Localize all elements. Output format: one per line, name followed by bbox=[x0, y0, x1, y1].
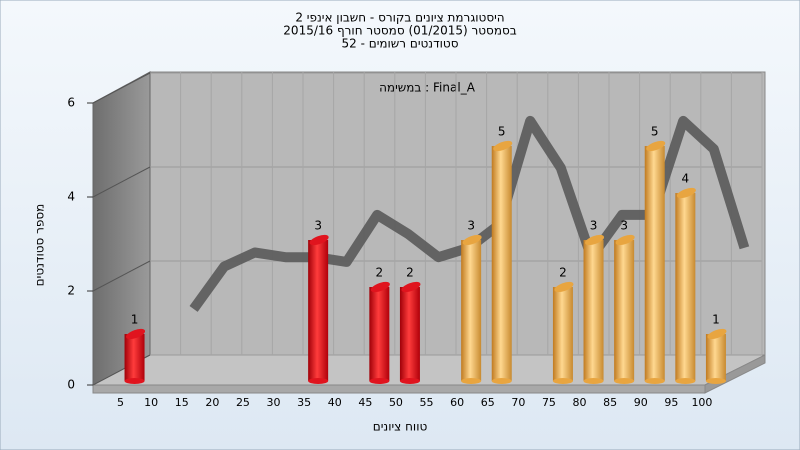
floor-edge bbox=[92, 384, 706, 394]
bar-base bbox=[461, 378, 482, 384]
data-label: 3 bbox=[314, 219, 322, 233]
bar bbox=[583, 240, 604, 381]
x-tick-label: 30 bbox=[267, 396, 281, 409]
x-tick-label: 35 bbox=[297, 396, 311, 409]
grid-line bbox=[92, 166, 151, 198]
bar bbox=[369, 287, 390, 381]
data-label: 2 bbox=[559, 266, 567, 280]
bar-cap bbox=[370, 281, 390, 293]
x-tick-label: 10 bbox=[144, 396, 158, 409]
bar-cap bbox=[707, 328, 727, 340]
x-tick-label: 55 bbox=[420, 396, 434, 409]
x-tick-label: 70 bbox=[511, 396, 525, 409]
bar-cap bbox=[309, 234, 329, 246]
x-tick-label: 95 bbox=[664, 396, 678, 409]
bar-base bbox=[614, 378, 635, 384]
bar-cap bbox=[493, 140, 513, 152]
bar-cap bbox=[401, 281, 421, 293]
bar-cap bbox=[585, 234, 605, 246]
data-label: 2 bbox=[376, 266, 384, 280]
x-tick-label: 50 bbox=[389, 396, 403, 409]
bar bbox=[614, 240, 635, 381]
bar-base bbox=[583, 378, 604, 384]
data-label: 2 bbox=[406, 266, 414, 280]
bar-cap bbox=[462, 234, 482, 246]
grid-line bbox=[92, 72, 151, 104]
x-tick-label: 60 bbox=[450, 396, 464, 409]
bar bbox=[644, 146, 665, 381]
data-label: 3 bbox=[590, 219, 598, 233]
bar bbox=[399, 287, 420, 381]
y-tick-label: 0 bbox=[67, 378, 75, 392]
data-label: 1 bbox=[712, 313, 720, 327]
bar-base bbox=[644, 378, 665, 384]
x-tick-label: 25 bbox=[236, 396, 250, 409]
grid-line bbox=[92, 260, 151, 292]
data-label: 3 bbox=[467, 219, 475, 233]
bar-base bbox=[308, 378, 329, 384]
bar-cap bbox=[126, 328, 146, 340]
bar-base bbox=[399, 378, 420, 384]
chart-title: היסטוגרמת ציונים בקורס - חשבון אינפי 2 bbox=[295, 11, 504, 25]
x-tick-label: 20 bbox=[205, 396, 219, 409]
y-axis-label: מספר סטודנטים bbox=[33, 204, 47, 287]
x-tick-label: 100 bbox=[691, 396, 712, 409]
bar-base bbox=[675, 378, 696, 384]
x-tick-label: 40 bbox=[328, 396, 342, 409]
x-tick-label: 15 bbox=[175, 396, 189, 409]
bar-base bbox=[491, 378, 512, 384]
bar-cap bbox=[554, 281, 574, 293]
x-tick-label: 65 bbox=[481, 396, 495, 409]
annotation: במשימה : Final_A bbox=[379, 81, 476, 95]
bar-cap bbox=[615, 234, 635, 246]
x-tick-label: 85 bbox=[603, 396, 617, 409]
bar bbox=[491, 146, 512, 381]
bar-base bbox=[552, 378, 573, 384]
y-tick-label: 2 bbox=[67, 284, 75, 298]
data-label: 3 bbox=[620, 219, 628, 233]
chart-subtitle: בסמסטר (01/2015) סמסטר חורף 2015/16 bbox=[283, 24, 516, 38]
bar bbox=[675, 193, 696, 381]
y-tick-label: 6 bbox=[67, 96, 75, 110]
data-label: 1 bbox=[131, 313, 139, 327]
bar-cap bbox=[646, 140, 666, 152]
chart-subtitle: סטודנטים רשומים - 52 bbox=[341, 37, 458, 51]
y-tick-label: 4 bbox=[67, 190, 75, 204]
bar-base bbox=[705, 378, 726, 384]
bar bbox=[124, 334, 145, 381]
bar bbox=[552, 287, 573, 381]
bar bbox=[308, 240, 329, 381]
bar-base bbox=[369, 378, 390, 384]
bar bbox=[461, 240, 482, 381]
x-tick-label: 75 bbox=[542, 396, 556, 409]
x-tick-label: 45 bbox=[358, 396, 372, 409]
data-label: 4 bbox=[682, 172, 690, 186]
data-label: 5 bbox=[651, 125, 659, 139]
x-axis-label: טווח ציונים bbox=[373, 420, 428, 434]
x-tick-label: 80 bbox=[573, 396, 587, 409]
data-label: 5 bbox=[498, 125, 506, 139]
x-tick-label: 90 bbox=[634, 396, 648, 409]
bar bbox=[705, 334, 726, 381]
bar-base bbox=[124, 378, 145, 384]
bar-cap bbox=[676, 187, 696, 199]
x-tick-label: 5 bbox=[117, 396, 124, 409]
